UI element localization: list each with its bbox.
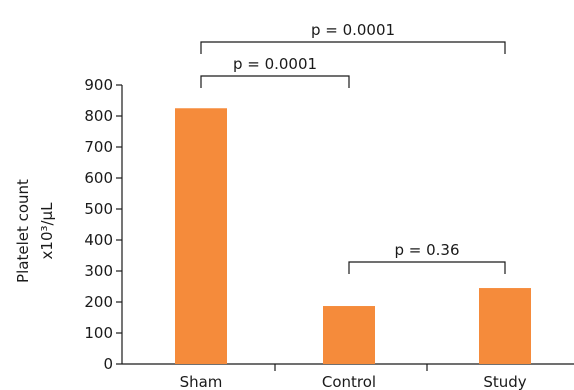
- p-value-label: p = 0.0001: [233, 55, 317, 73]
- y-tick-label: 200: [84, 293, 113, 311]
- x-category-label: Sham: [180, 373, 223, 390]
- significance-bracket: [348, 261, 506, 274]
- p-value-label: p = 0.36: [394, 241, 459, 259]
- x-category-label: Study: [483, 373, 526, 390]
- y-tick-label: 900: [84, 76, 113, 94]
- y-tick-label: 300: [84, 262, 113, 280]
- x-category-label: Control: [322, 373, 376, 390]
- significance-brackets: p = 0.0001 p = 0.0001 p = 0.36: [200, 21, 506, 274]
- significance-bracket: [200, 41, 506, 54]
- significance-bracket: [200, 75, 350, 88]
- bars: [175, 108, 531, 364]
- y-axis-title: Platelet count x10³/μL: [14, 179, 56, 283]
- y-tick-label: 800: [84, 107, 113, 125]
- y-tick-label: 400: [84, 231, 113, 249]
- y-tick-label: 700: [84, 138, 113, 156]
- bar-control: [323, 306, 375, 364]
- y-axis-title-line-1: Platelet count: [14, 179, 32, 283]
- y-tick-label: 0: [103, 355, 113, 373]
- bar-sham: [175, 108, 227, 364]
- y-tick-label: 500: [84, 200, 113, 218]
- y-tick-label: 100: [84, 324, 113, 342]
- axes: 0 100 200 300 400 500 600 700 800 900 Sham Control S…: [84, 76, 574, 390]
- y-tick-label: 600: [84, 169, 113, 187]
- y-axis-title-line-2: x10³/μL: [38, 202, 56, 260]
- bar-study: [479, 288, 531, 364]
- p-value-label: p = 0.0001: [311, 21, 395, 39]
